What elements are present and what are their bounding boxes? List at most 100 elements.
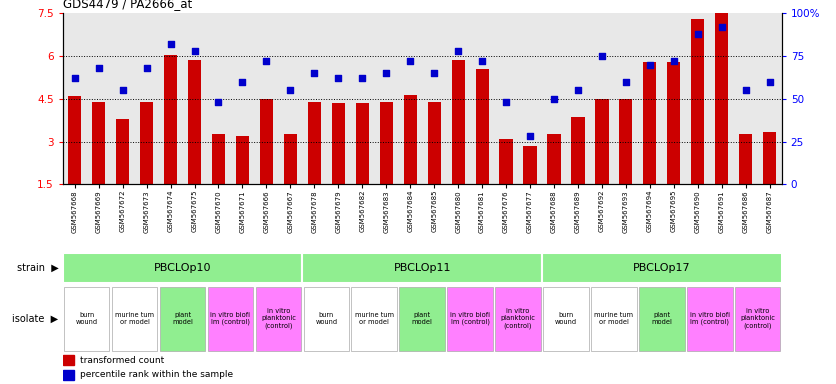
Text: PBCLOp11: PBCLOp11 xyxy=(394,263,451,273)
Point xyxy=(499,99,512,105)
Text: isolate  ▶: isolate ▶ xyxy=(13,314,59,324)
Bar xyxy=(763,132,777,184)
Bar xyxy=(495,287,541,351)
Point xyxy=(140,65,153,71)
Point xyxy=(332,75,345,81)
Point xyxy=(355,75,369,81)
Point xyxy=(571,87,584,93)
Text: burn
wound: burn wound xyxy=(315,312,338,325)
Bar xyxy=(691,19,705,184)
Point xyxy=(523,133,537,139)
Bar xyxy=(400,287,445,351)
Text: in vitro
planktonic
(control): in vitro planktonic (control) xyxy=(740,308,775,329)
Bar xyxy=(256,287,301,351)
Bar xyxy=(68,96,81,184)
Bar xyxy=(303,253,542,283)
Point xyxy=(308,70,321,76)
Bar xyxy=(404,94,417,184)
Point xyxy=(643,62,656,68)
Point xyxy=(116,87,130,93)
Bar xyxy=(476,69,489,184)
Point xyxy=(188,48,201,54)
Bar xyxy=(283,134,297,184)
Text: plant
model: plant model xyxy=(651,312,672,325)
Bar xyxy=(92,102,105,184)
Bar xyxy=(499,139,512,184)
Point xyxy=(667,58,681,65)
Text: in vitro
planktonic
(control): in vitro planktonic (control) xyxy=(501,308,536,329)
Bar xyxy=(591,287,637,351)
Text: murine tum
or model: murine tum or model xyxy=(354,312,394,325)
Point xyxy=(715,24,728,30)
Bar xyxy=(212,134,225,184)
Point xyxy=(476,58,489,65)
Bar xyxy=(355,103,369,184)
Bar xyxy=(260,99,273,184)
Point xyxy=(212,99,225,105)
Point xyxy=(92,65,105,71)
Point xyxy=(427,70,441,76)
Text: GDS4479 / PA2666_at: GDS4479 / PA2666_at xyxy=(63,0,192,10)
Point xyxy=(68,75,81,81)
Text: strain  ▶: strain ▶ xyxy=(17,263,59,273)
Bar xyxy=(112,287,157,351)
Bar xyxy=(64,287,110,351)
Bar xyxy=(543,287,589,351)
Bar xyxy=(447,287,493,351)
Text: PBCLOp17: PBCLOp17 xyxy=(633,263,691,273)
Bar xyxy=(188,60,201,184)
Text: percentile rank within the sample: percentile rank within the sample xyxy=(80,371,233,379)
Point xyxy=(380,70,393,76)
Bar xyxy=(380,102,393,184)
Text: burn
wound: burn wound xyxy=(75,312,98,325)
Text: in vitro
planktonic
(control): in vitro planktonic (control) xyxy=(261,308,296,329)
Bar xyxy=(595,99,609,184)
Text: transformed count: transformed count xyxy=(80,356,165,365)
Text: murine tum
or model: murine tum or model xyxy=(594,312,634,325)
Bar xyxy=(542,253,782,283)
Point xyxy=(236,79,249,85)
Text: plant
model: plant model xyxy=(412,312,432,325)
Bar xyxy=(427,102,441,184)
Text: in vitro biofi
lm (control): in vitro biofi lm (control) xyxy=(450,312,490,326)
Bar xyxy=(140,102,153,184)
Text: murine tum
or model: murine tum or model xyxy=(115,312,154,325)
Text: PBCLOp10: PBCLOp10 xyxy=(154,263,212,273)
Point xyxy=(404,58,417,65)
Text: in vitro biofi
lm (control): in vitro biofi lm (control) xyxy=(690,312,730,326)
Bar xyxy=(687,287,732,351)
Bar xyxy=(164,55,177,184)
Bar xyxy=(63,253,303,283)
Bar xyxy=(303,287,349,351)
Bar xyxy=(451,60,465,184)
Point xyxy=(260,58,273,65)
Bar xyxy=(619,99,633,184)
Bar xyxy=(571,118,584,184)
Bar xyxy=(116,119,130,184)
Bar xyxy=(523,146,537,184)
Text: plant
model: plant model xyxy=(172,312,193,325)
Bar xyxy=(739,134,752,184)
Point xyxy=(283,87,297,93)
Bar xyxy=(308,102,321,184)
Bar xyxy=(639,287,685,351)
Bar xyxy=(160,287,206,351)
Point xyxy=(763,79,777,85)
Point xyxy=(619,79,633,85)
Point xyxy=(739,87,752,93)
Bar xyxy=(643,62,656,184)
Bar xyxy=(236,136,249,184)
Bar xyxy=(351,287,397,351)
Bar xyxy=(548,134,561,184)
Bar xyxy=(63,370,74,380)
Text: burn
wound: burn wound xyxy=(555,312,577,325)
Point xyxy=(595,53,609,59)
Bar xyxy=(735,287,781,351)
Text: in vitro biofi
lm (control): in vitro biofi lm (control) xyxy=(211,312,251,326)
Bar xyxy=(63,355,74,366)
Bar xyxy=(667,62,681,184)
Point xyxy=(548,96,561,102)
Point xyxy=(451,48,465,54)
Point xyxy=(164,41,177,47)
Bar xyxy=(207,287,253,351)
